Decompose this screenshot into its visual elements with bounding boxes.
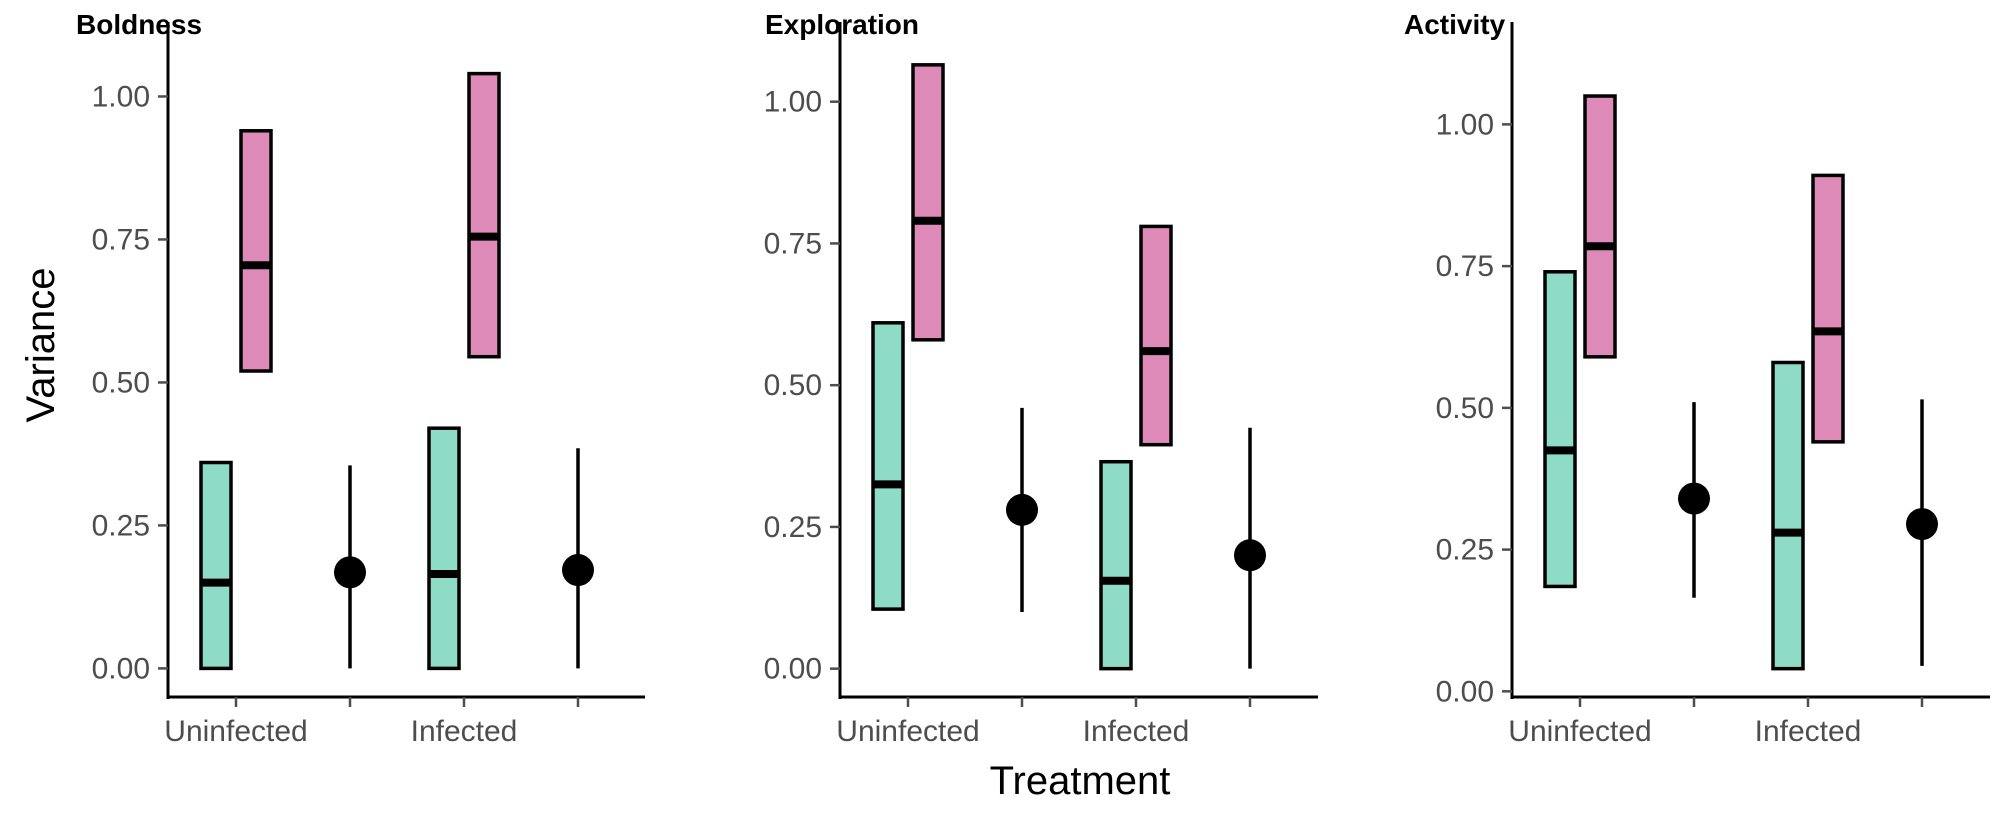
crossbar-boldness-uninfected-teal xyxy=(199,460,233,671)
x-tick-label-boldness-2: Infected xyxy=(411,715,518,748)
x-tick-label-activity-2: Infected xyxy=(1755,715,1862,748)
crossbar-activity-uninfected-teal xyxy=(1543,270,1577,589)
panel-boldness: Boldness 0.00 0.25 0.50 0.75 1.00 Uninfected I… xyxy=(76,9,645,748)
crossbar-exploration-uninfected-pink xyxy=(911,63,945,342)
y-tick-label-exploration-1: 0.25 xyxy=(764,511,822,544)
y-tick-label-activity-0: 0.00 xyxy=(1436,675,1494,708)
crossbar-boldness-uninfected-pink xyxy=(239,129,273,373)
pointrange-point-activity-uninfected xyxy=(1678,482,1710,515)
crossbar-activity-uninfected-pink xyxy=(1583,94,1617,359)
y-tick-label-boldness-2: 0.50 xyxy=(92,366,150,399)
crossbar-exploration-infected-teal xyxy=(1099,459,1133,671)
crossbar-exploration-infected-pink xyxy=(1139,224,1173,447)
panel-title-exploration: Exploration xyxy=(765,9,919,40)
y-tick-label-exploration-4: 1.00 xyxy=(764,86,822,119)
y-tick-label-boldness-3: 0.75 xyxy=(92,223,150,256)
panel-exploration: Exploration 0.00 0.25 0.50 0.75 1.00 Uninfect… xyxy=(764,9,1318,748)
pointrange-point-boldness-infected xyxy=(562,554,594,587)
x-tick-label-exploration-2: Infected xyxy=(1083,715,1190,748)
crossbar-boldness-infected-pink xyxy=(467,71,501,359)
x-tick-label-boldness-0: Uninfected xyxy=(164,715,307,748)
crossbar-boldness-infected-teal xyxy=(427,426,461,671)
y-tick-label-exploration-2: 0.50 xyxy=(764,369,822,402)
y-tick-label-activity-2: 0.50 xyxy=(1436,392,1494,425)
plot-activity: 0.00 0.25 0.50 0.75 1.00 Uninfected Infected xyxy=(1436,22,1990,748)
crossbar-activity-infected-teal xyxy=(1771,360,1805,671)
panel-title-activity: Activity xyxy=(1404,9,1506,40)
y-tick-label-boldness-4: 1.00 xyxy=(92,80,150,113)
y-tick-label-boldness-1: 0.25 xyxy=(92,509,150,542)
x-tick-label-exploration-0: Uninfected xyxy=(836,715,979,748)
pointrange-point-exploration-uninfected xyxy=(1006,493,1038,526)
y-tick-label-exploration-0: 0.00 xyxy=(764,653,822,686)
y-axis-title: Variance xyxy=(19,268,63,423)
pointrange-point-boldness-uninfected xyxy=(334,556,366,589)
panel-activity: Activity 0.00 0.25 0.50 0.75 1.00 Uninfected I… xyxy=(1404,9,1990,748)
pointrange-point-activity-infected xyxy=(1906,508,1938,541)
plot-boldness: 0.00 0.25 0.50 0.75 1.00 Uninfected Infected xyxy=(92,22,645,748)
y-tick-label-activity-4: 1.00 xyxy=(1436,108,1494,141)
y-tick-label-boldness-0: 0.00 xyxy=(92,652,150,685)
crossbar-exploration-uninfected-teal xyxy=(871,321,905,611)
plot-exploration: 0.00 0.25 0.50 0.75 1.00 Uninfected Infected xyxy=(764,22,1318,748)
y-tick-label-activity-3: 0.75 xyxy=(1436,250,1494,283)
panel-title-boldness: Boldness xyxy=(76,9,202,40)
pointrange-point-exploration-infected xyxy=(1234,539,1266,572)
x-axis-title: Treatment xyxy=(990,759,1171,803)
y-tick-label-activity-1: 0.25 xyxy=(1436,534,1494,567)
y-tick-label-exploration-3: 0.75 xyxy=(764,227,822,260)
x-tick-label-activity-0: Uninfected xyxy=(1508,715,1651,748)
crossbar-activity-infected-pink xyxy=(1811,173,1845,444)
